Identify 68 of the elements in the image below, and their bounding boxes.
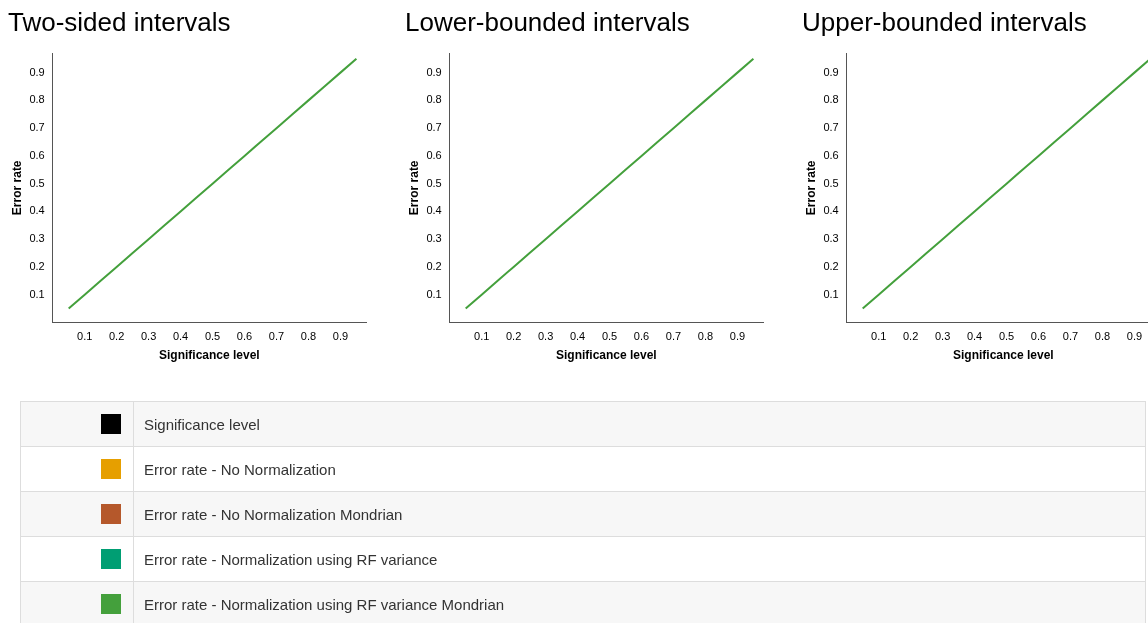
- y-axis-title: Error rate: [406, 160, 421, 216]
- y-tick-label: 0.2: [823, 259, 839, 272]
- x-tick-label: 0.5: [998, 330, 1015, 343]
- x-tick-label: 0.4: [966, 330, 983, 343]
- y-tick-label: 0.4: [426, 204, 442, 217]
- x-tick-label: 0.7: [1062, 330, 1079, 343]
- x-axis-title: Significance level: [158, 348, 260, 363]
- x-tick-label: 0.9: [729, 330, 746, 343]
- chart-title: Upper-bounded intervals: [802, 6, 1087, 37]
- x-tick-label: 0.2: [108, 330, 125, 343]
- legend-label: Significance level: [133, 401, 1146, 447]
- x-tick-label: 0.8: [697, 330, 714, 343]
- legend-label: Error rate - Normalization using RF variance: [133, 536, 1146, 582]
- y-tick-label: 0.9: [29, 65, 45, 78]
- y-tick-label: 0.1: [426, 287, 442, 300]
- x-tick-label: 0.1: [474, 330, 490, 343]
- y-tick-label: 0.2: [426, 259, 442, 272]
- x-tick-label: 0.1: [871, 330, 887, 343]
- x-tick-label: 0.9: [1126, 330, 1143, 343]
- x-tick-label: 0.4: [569, 330, 586, 343]
- chart-title: Lower-bounded intervals: [405, 6, 690, 37]
- y-tick-label: 0.5: [823, 176, 839, 189]
- y-tick-label: 0.4: [823, 204, 839, 217]
- y-tick-label: 0.8: [426, 93, 442, 106]
- x-tick-label: 0.3: [934, 330, 951, 343]
- x-tick-label: 0.2: [505, 330, 522, 343]
- x-tick-label: 0.7: [268, 330, 285, 343]
- x-tick-label: 0.4: [172, 330, 189, 343]
- y-axis-title: Error rate: [803, 160, 818, 216]
- x-tick-label: 0.1: [77, 330, 93, 343]
- x-tick-label: 0.2: [902, 330, 919, 343]
- y-tick-label: 0.4: [29, 204, 45, 217]
- y-tick-label: 0.9: [823, 65, 839, 78]
- x-axis-title: Significance level: [952, 348, 1054, 363]
- x-tick-label: 0.7: [665, 330, 682, 343]
- y-tick-label: 0.5: [426, 176, 442, 189]
- y-tick-label: 0.5: [29, 176, 45, 189]
- x-axis-title: Significance level: [555, 348, 657, 363]
- x-tick-label: 0.3: [537, 330, 554, 343]
- chart-title: Two-sided intervals: [8, 6, 231, 37]
- y-tick-label: 0.9: [426, 65, 442, 78]
- y-tick-label: 0.8: [29, 93, 45, 106]
- x-tick-label: 0.9: [332, 330, 349, 343]
- x-tick-label: 0.6: [1030, 330, 1047, 343]
- y-tick-label: 0.1: [29, 287, 45, 300]
- x-tick-label: 0.6: [236, 330, 253, 343]
- x-tick-label: 0.8: [300, 330, 317, 343]
- y-tick-label: 0.3: [823, 232, 839, 245]
- x-tick-label: 0.5: [204, 330, 221, 343]
- y-tick-label: 0.7: [29, 121, 45, 134]
- legend-label: Error rate - Normalization using RF variance Mondrian: [133, 581, 1146, 623]
- y-tick-label: 0.7: [823, 121, 839, 134]
- y-tick-label: 0.2: [29, 259, 45, 272]
- legend-label: Error rate - No Normalization: [133, 446, 1146, 492]
- y-axis-title: Error rate: [9, 160, 24, 216]
- y-tick-label: 0.3: [29, 232, 45, 245]
- legend-label: Error rate - No Normalization Mondrian: [133, 491, 1146, 537]
- x-tick-label: 0.8: [1094, 330, 1111, 343]
- x-tick-label: 0.5: [601, 330, 618, 343]
- y-tick-label: 0.6: [29, 148, 45, 161]
- x-tick-label: 0.6: [633, 330, 650, 343]
- y-tick-label: 0.1: [823, 287, 839, 300]
- y-tick-label: 0.6: [823, 148, 839, 161]
- x-tick-label: 0.3: [140, 330, 157, 343]
- y-tick-label: 0.6: [426, 148, 442, 161]
- y-tick-label: 0.3: [426, 232, 442, 245]
- y-tick-label: 0.8: [823, 93, 839, 106]
- y-tick-label: 0.7: [426, 121, 442, 134]
